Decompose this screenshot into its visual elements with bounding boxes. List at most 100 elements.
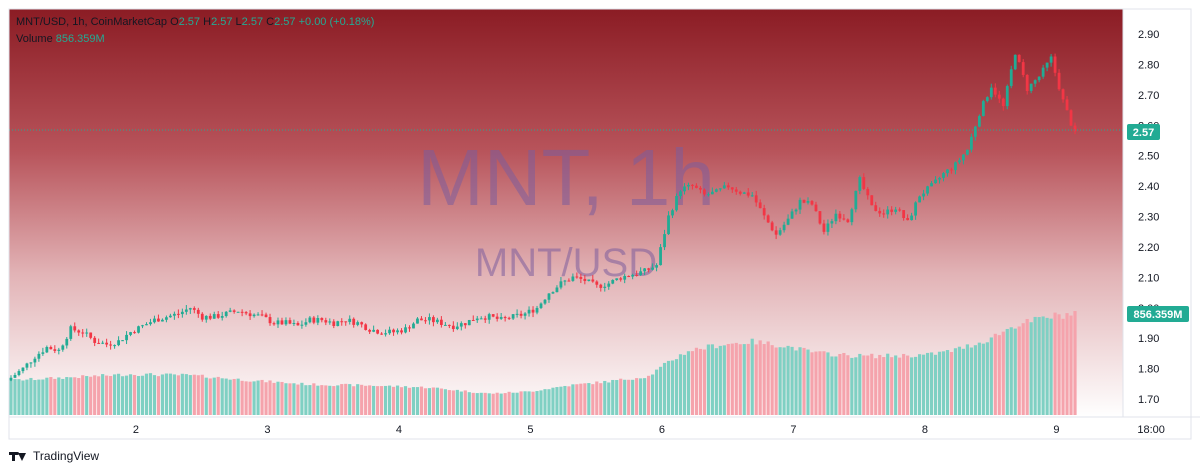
volume-bar — [798, 347, 802, 415]
candle-body — [9, 377, 13, 381]
volume-bar — [961, 348, 966, 415]
candle-body — [49, 347, 53, 350]
volume-bar — [1069, 315, 1073, 415]
volume-bar — [957, 346, 962, 415]
volume-bar — [678, 354, 683, 415]
volume-bar — [240, 380, 244, 415]
candle-body — [695, 185, 698, 188]
volume-bar — [878, 354, 882, 415]
volume-bar — [643, 378, 647, 415]
volume-bar — [949, 351, 954, 415]
tradingview-name: TradingView — [33, 449, 100, 463]
volume-bar — [838, 353, 842, 415]
candle-body — [499, 317, 503, 319]
tradingview-branding[interactable]: TradingView — [9, 449, 99, 463]
volume-bar — [770, 345, 774, 415]
candle-body — [25, 363, 29, 368]
candle-body — [176, 313, 180, 315]
volume-bar — [264, 382, 268, 415]
candle-body — [671, 210, 674, 216]
candle-body — [938, 177, 941, 180]
volume-bar — [176, 375, 180, 415]
volume-bar — [376, 386, 380, 415]
candle-body — [750, 195, 754, 197]
volume-bar — [790, 346, 794, 415]
candle-body — [1053, 56, 1057, 73]
volume-bar — [89, 376, 93, 415]
candle-body — [619, 278, 623, 280]
volume-bar — [595, 381, 599, 415]
candle-body — [607, 283, 611, 287]
candle-body — [1025, 74, 1029, 91]
candle-body — [129, 332, 132, 335]
candle-body — [583, 278, 587, 282]
volume-bar — [288, 383, 292, 415]
volume-bar — [21, 380, 25, 415]
volume-bar — [380, 386, 384, 415]
volume-bar — [527, 391, 531, 415]
volume-bar — [910, 357, 914, 415]
volume-bar — [758, 340, 762, 415]
candle-body — [141, 325, 144, 327]
candle-body — [527, 309, 531, 314]
time-tick-label: 7 — [790, 424, 796, 436]
candle-body — [376, 329, 380, 334]
candle-body — [870, 195, 874, 206]
volume-bar — [29, 377, 33, 415]
volume-bar — [284, 383, 288, 415]
volume-bar — [583, 383, 587, 415]
volume-bar — [272, 382, 276, 415]
candle-body — [850, 209, 854, 223]
time-tick-label: 6 — [659, 424, 665, 436]
volume-bar — [746, 343, 750, 415]
candle-body — [117, 340, 120, 346]
candle-body — [623, 275, 627, 280]
candle-body — [101, 342, 105, 344]
candle-body — [272, 323, 276, 325]
candle-body — [918, 196, 921, 203]
candle-body — [89, 332, 93, 338]
candle-body — [1005, 86, 1009, 107]
volume-bar — [1061, 318, 1065, 415]
volume-bar — [929, 352, 934, 415]
candle-body — [882, 213, 886, 215]
volume-bar — [738, 344, 742, 415]
candle-body — [1037, 76, 1041, 81]
volume-bar — [308, 385, 312, 415]
candle-body — [563, 280, 567, 282]
candle-body — [926, 186, 929, 194]
volume-bar — [575, 384, 579, 415]
volume-bar — [41, 379, 45, 415]
candle-body — [730, 187, 734, 190]
candle-body — [443, 324, 447, 326]
candle-body — [467, 319, 471, 326]
volume-bar — [148, 373, 153, 415]
candle-body — [515, 313, 519, 315]
volume-bar — [639, 378, 643, 415]
volume-bar — [364, 385, 368, 415]
volume-bar — [1053, 312, 1057, 415]
candle-body — [53, 349, 57, 351]
volume-bar — [993, 333, 997, 415]
volume-bar — [224, 378, 228, 415]
candle-body — [165, 317, 168, 320]
candle-body — [802, 199, 806, 203]
candle-body — [575, 276, 579, 278]
candle-body — [973, 126, 977, 137]
volume-bar — [1021, 323, 1025, 415]
volume-bar — [467, 392, 471, 415]
volume-bar — [710, 344, 714, 415]
price-axis-bg[interactable] — [1123, 9, 1200, 417]
volume-bar — [479, 392, 483, 415]
candle-body — [1001, 98, 1005, 107]
volume-bar — [603, 380, 607, 415]
candle-body — [742, 192, 746, 194]
volume-bar — [276, 381, 280, 415]
candle-body — [145, 324, 148, 326]
volume-bar — [674, 359, 679, 415]
time-axis-bg[interactable] — [9, 417, 1123, 439]
candle-body — [531, 309, 535, 313]
volume-bar — [188, 375, 192, 415]
volume-bar — [372, 385, 376, 415]
